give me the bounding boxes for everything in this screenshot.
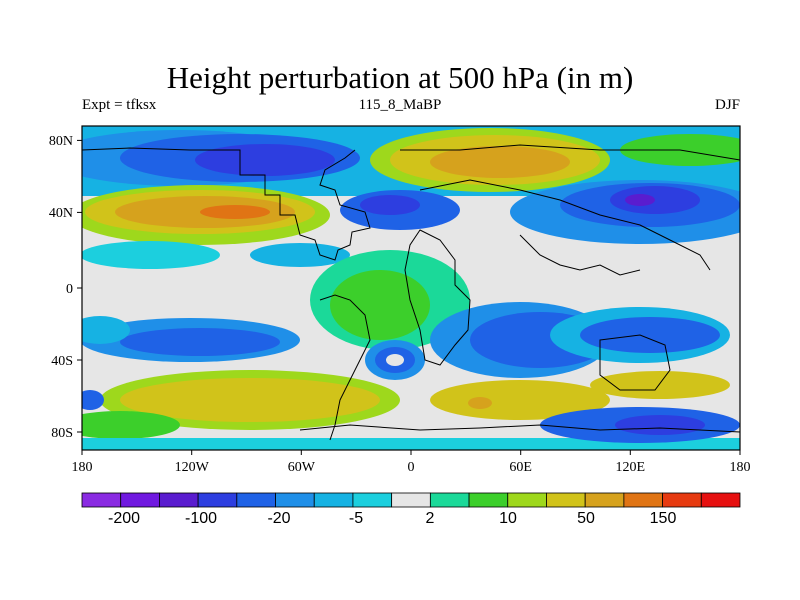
y-tick-label-80s: 80S	[51, 426, 73, 441]
field-cyan-pacific-tropics	[82, 241, 220, 269]
field-green-africa-core	[330, 270, 430, 340]
colorbar-cell	[584, 492, 625, 508]
coastline-arctic	[82, 147, 191, 151]
field-low-atlantic-core	[360, 195, 420, 215]
x-tick-label-120w: 120W	[175, 460, 210, 475]
x-tick-label-60w: 60W	[288, 460, 316, 475]
field-deep-blue-south-east	[615, 415, 705, 435]
colorbar: -200 -100 -20 -5 2 10 50 150	[81, 492, 741, 527]
y-tick-label-40n: 40N	[49, 206, 73, 221]
x-tick-label-180e: 180	[730, 460, 751, 475]
colorbar-cell	[197, 492, 238, 508]
coastline-africa	[404, 229, 471, 366]
colorbar-cell	[313, 492, 354, 508]
colorbar-cell	[546, 492, 586, 508]
y-tick-label-0: 0	[66, 282, 73, 297]
field-blue-south-west-edge	[82, 390, 104, 410]
coastline-eurasia	[400, 144, 740, 271]
field-cyan-south-edge	[82, 438, 740, 450]
field-green-south-west	[82, 411, 180, 439]
colorbar-cell	[662, 492, 702, 508]
colorbar-cell	[352, 492, 393, 508]
colorbar-label-50: 50	[577, 510, 595, 527]
colorbar-cell	[391, 492, 431, 508]
field-low-east-asia-peak	[625, 194, 655, 206]
coastline-south-asia	[519, 234, 641, 276]
field-olive-south-east	[590, 371, 730, 399]
x-tick-label-0: 0	[408, 460, 415, 475]
x-tick-marks	[81, 450, 741, 455]
y-tick-marks	[77, 139, 82, 433]
colorbar-label-2: 2	[426, 510, 435, 527]
colorbar-cells	[81, 492, 741, 508]
colorbar-cell	[623, 492, 663, 508]
field-olive-south-indian	[430, 380, 610, 420]
colorbar-label-neg5: -5	[349, 510, 363, 527]
field-low-north-core	[195, 144, 335, 176]
colorbar-label-neg100: -100	[185, 510, 217, 527]
coastline-south-america	[319, 294, 371, 441]
coastlines	[82, 144, 740, 441]
colorbar-cell	[429, 492, 470, 508]
field-cyan-america-tropics	[250, 243, 350, 267]
colorbar-cell	[507, 492, 547, 508]
colorbar-label-neg200: -200	[108, 510, 140, 527]
colorbar-cell	[236, 492, 276, 508]
colorbar-cell	[700, 492, 741, 508]
field-blue-west-pacific	[580, 317, 720, 353]
colorbar-label-10: 10	[499, 510, 517, 527]
field-orange-south-indian	[468, 397, 492, 409]
x-tick-label-180w: 180	[72, 460, 93, 475]
colorbar-cell	[159, 492, 199, 508]
coastline-antarctica	[299, 424, 740, 433]
x-tick-label-60e: 60E	[509, 460, 532, 475]
colorbar-cell	[275, 492, 315, 508]
field-high-pacific-peak	[200, 205, 270, 219]
coastline-north-america	[190, 149, 371, 261]
field-blue-south-pacific-core	[120, 328, 280, 356]
y-tick-label-80n: 80N	[49, 134, 73, 149]
colorbar-cell	[468, 492, 509, 508]
y-tick-label-40s: 40S	[51, 354, 73, 369]
colorbar-cell	[81, 492, 122, 508]
map-title: Height perturbation at 500 hPa (in m)	[166, 60, 634, 95]
field-high-eurasia-core	[430, 146, 570, 178]
experiment-label: Expt = tfksx	[82, 97, 157, 113]
field-neutral-south-atlantic	[386, 354, 404, 366]
colorbar-label-150: 150	[650, 510, 677, 527]
field-olive-south	[120, 378, 380, 422]
contour-field	[82, 126, 740, 450]
season-label: DJF	[714, 97, 740, 113]
x-tick-label-120e: 120E	[616, 460, 646, 475]
center-label: 115_8_MaBP	[358, 97, 442, 113]
colorbar-cell	[120, 492, 160, 508]
colorbar-label-neg20: -20	[267, 510, 290, 527]
field-cyan-south-west	[82, 316, 130, 344]
coastline-australia	[599, 334, 671, 391]
